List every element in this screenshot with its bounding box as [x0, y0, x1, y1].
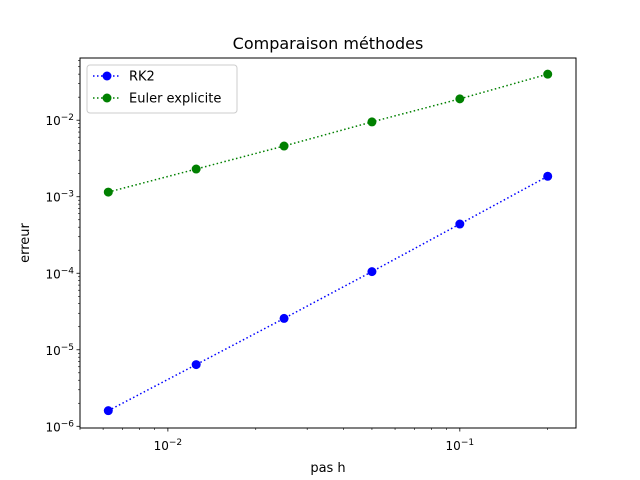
y-tick-label: 10−5 [45, 343, 74, 358]
x-tick-label: 10−1 [446, 438, 475, 453]
data-point-rk2 [191, 360, 201, 370]
legend-box [86, 64, 238, 114]
y-tick-label: 10−6 [45, 419, 74, 434]
legend-marker-euler-explicite [102, 93, 112, 103]
series-euler-explicite [103, 69, 553, 197]
data-point-euler-explicite [367, 117, 377, 127]
y-tick-label: 10−3 [45, 190, 74, 205]
legend-marker-rk2 [102, 71, 112, 81]
data-point-rk2 [279, 313, 289, 323]
legend-label-euler-explicite: Euler explicite [129, 92, 221, 107]
axes-frame [79, 57, 577, 429]
series-rk2 [103, 171, 553, 416]
legend: RK2 Euler explicite [86, 64, 238, 114]
data-point-euler-explicite [103, 187, 113, 197]
chart-title: Comparaison méthodes [233, 34, 424, 53]
legend-label-rk2: RK2 [129, 70, 155, 85]
x-axis-label: pas h [310, 461, 345, 476]
y-tick-label: 10−4 [45, 266, 74, 281]
series-line-rk2 [107, 175, 549, 412]
data-point-rk2 [543, 171, 553, 181]
data-point-euler-explicite [191, 164, 201, 174]
data-point-euler-explicite [455, 94, 465, 104]
data-point-euler-explicite [279, 141, 289, 151]
data-point-rk2 [455, 219, 465, 229]
data-point-rk2 [367, 267, 377, 277]
data-point-rk2 [103, 406, 113, 416]
y-tick-label: 10−2 [45, 113, 74, 128]
data-point-euler-explicite [543, 69, 553, 79]
y-axis-label: erreur [18, 222, 33, 262]
series-layer [103, 69, 553, 416]
major-ticks: 10−2 10−1 10−6 10−5 10−4 10−3 10−2 [45, 113, 474, 453]
x-tick-label: 10−2 [154, 438, 183, 453]
